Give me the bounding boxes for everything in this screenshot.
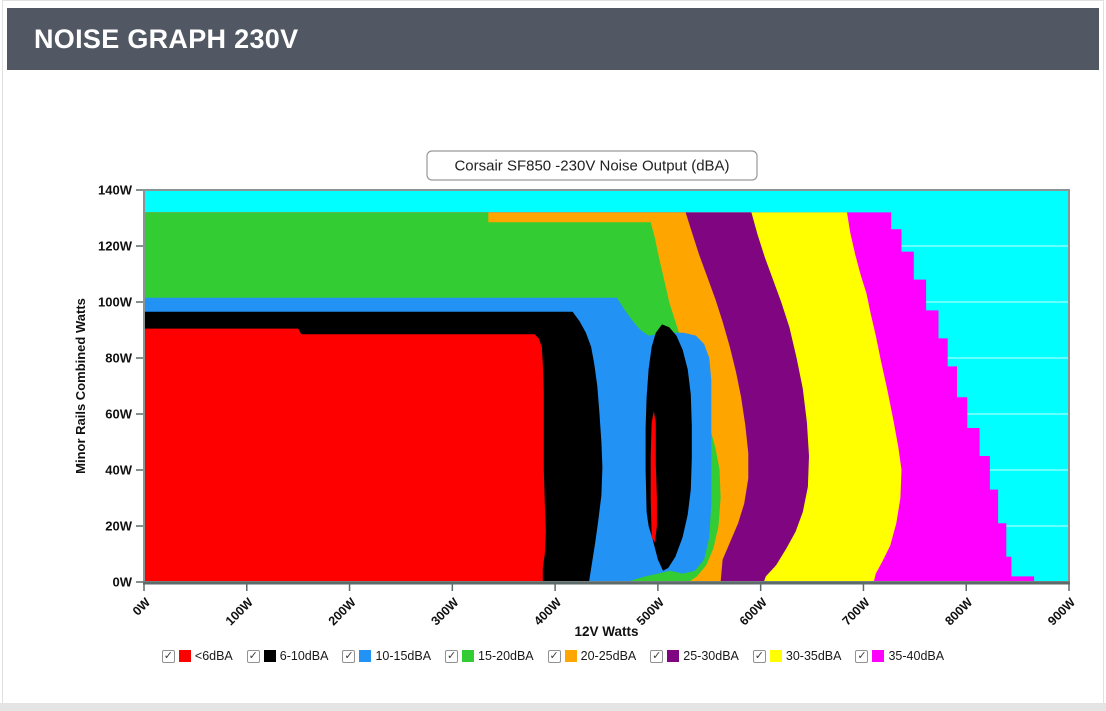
legend-label-20-25dBA: 20-25dBA (580, 649, 637, 663)
legend-label-25-30dBA: 25-30dBA (683, 649, 739, 663)
y-axis-title: Minor Rails Combined Watts (73, 298, 88, 474)
x-tick-label-500W: 500W (634, 595, 667, 628)
x-tick-label-400W: 400W (531, 595, 564, 628)
legend-swatch-15-20dBA (462, 650, 475, 662)
legend-checkbox-20-25dBA[interactable]: ✓ (547, 649, 561, 663)
y-tick-label-80W: 80W (105, 351, 132, 366)
chart-legend: ✓ <6dBA ✓ 6-10dBA ✓ 10-15dBA ✓ 15-20dBA ✓ 20-25dB… (0, 649, 1106, 663)
region-<6dBA (144, 328, 546, 582)
legend-item-10-15dBA: ✓ 10-15dBA (342, 649, 431, 663)
x-axis-title: 12V Watts (574, 624, 638, 639)
x-tick-label-900W: 900W (1045, 595, 1078, 628)
y-tick-label-20W: 20W (105, 519, 132, 534)
y-tick-label-140W: 140W (98, 183, 133, 198)
chart-title-box (426, 150, 758, 181)
legend-checkbox-10-15dBA[interactable]: ✓ (342, 649, 356, 663)
region-6-10dBA-island (645, 324, 692, 571)
legend-swatch-35-40dBA (872, 650, 885, 662)
legend-label-35-40dBA: 35-40dBA (888, 649, 945, 663)
legend-swatch-25-30dBA (667, 650, 680, 662)
region-<6dBA-island (650, 411, 657, 543)
header-bar: NOISE GRAPH 230V (7, 8, 1099, 70)
legend-checkbox-35-40dBA[interactable]: ✓ (855, 649, 869, 663)
legend-checkbox-<6dBA[interactable]: ✓ (161, 649, 175, 663)
y-tick-label-100W: 100W (98, 295, 133, 310)
x-tick-label-200W: 200W (326, 595, 359, 628)
legend-item-20-25dBA: ✓ 20-25dBA (547, 649, 637, 663)
legend-checkbox-15-20dBA[interactable]: ✓ (445, 649, 459, 663)
legend-swatch-10-15dBA (359, 650, 372, 662)
x-tick-label-600W: 600W (737, 595, 770, 628)
legend-checkbox-30-35dBA[interactable]: ✓ (752, 649, 766, 663)
legend-item-25-30dBA: ✓ 25-30dBA (650, 649, 739, 663)
legend-label-10-15dBA: 10-15dBA (375, 649, 432, 663)
x-tick-label-800W: 800W (942, 595, 975, 628)
legend-swatch-6-10dBA (263, 650, 276, 662)
legend-item-30-35dBA: ✓ 30-35dBA (752, 649, 842, 663)
bottom-scroll-strip (0, 703, 1106, 711)
legend-label-15-20dBA: 15-20dBA (478, 649, 534, 663)
x-tick-label-0W: 0W (130, 595, 153, 618)
legend-label-<6dBA: <6dBA (194, 649, 233, 663)
legend-checkbox-25-30dBA[interactable]: ✓ (650, 649, 664, 663)
page-title: NOISE GRAPH 230V (34, 23, 299, 54)
legend-checkbox-6-10dBA[interactable]: ✓ (246, 649, 260, 663)
y-tick-label-0W: 0W (113, 575, 133, 590)
y-tick-label-60W: 60W (105, 407, 132, 422)
legend-label-30-35dBA: 30-35dBA (785, 649, 842, 663)
x-tick-label-300W: 300W (428, 595, 461, 628)
x-tick-label-700W: 700W (840, 595, 873, 628)
y-tick-label-40W: 40W (105, 463, 132, 478)
legend-item-<6dBA: ✓ <6dBA (161, 649, 233, 663)
x-tick-label-100W: 100W (223, 595, 256, 628)
legend-swatch-<6dBA (178, 650, 191, 662)
chart-title: Corsair SF850 -230V Noise Output (dBA) (454, 158, 729, 175)
legend-label-6-10dBA: 6-10dBA (279, 649, 329, 663)
legend-item-35-40dBA: ✓ 35-40dBA (855, 649, 944, 663)
legend-item-6-10dBA: ✓ 6-10dBA (246, 649, 329, 663)
legend-swatch-20-25dBA (564, 650, 577, 662)
legend-swatch-30-35dBA (769, 650, 782, 662)
noise-contour-chart: 0W 100W 200W 300W 400W 500W 600W 700W 800W 900W 0W… (73, 150, 1078, 639)
legend-item-15-20dBA: ✓ 15-20dBA (445, 649, 534, 663)
y-tick-label-120W: 120W (98, 239, 133, 254)
